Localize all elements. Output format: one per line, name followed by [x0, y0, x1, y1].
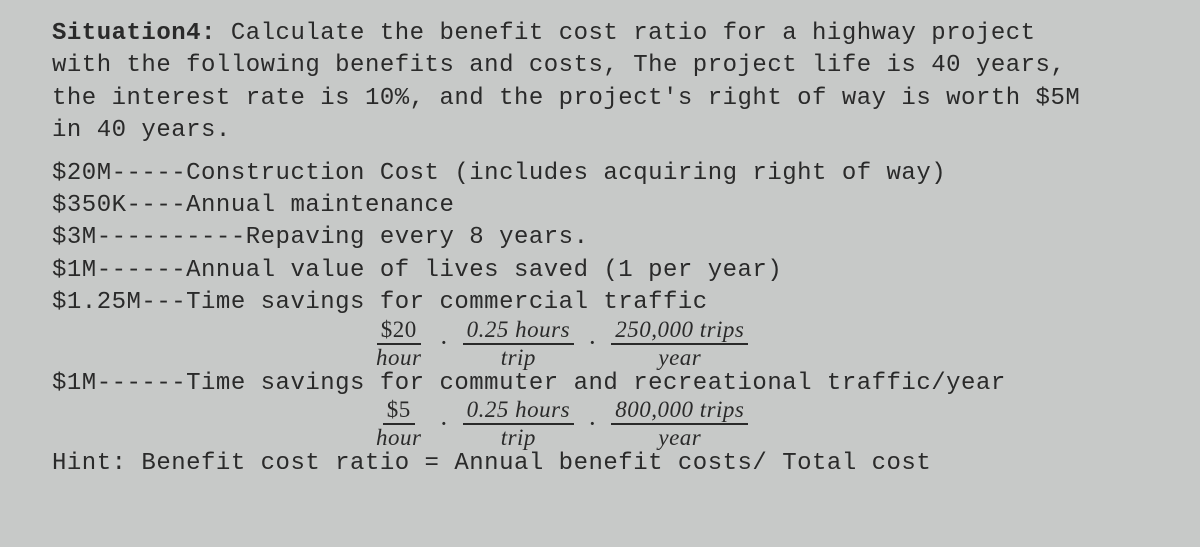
situation-label: Situation4: — [52, 20, 216, 47]
frac-hours-1: 0.25 hours trip — [463, 318, 574, 370]
cost-maintenance: $350K----Annual maintenance — [52, 190, 1160, 222]
frac-den: trip — [497, 425, 540, 450]
title-line-3: the interest rate is 10%, and the projec… — [52, 85, 1080, 112]
frac-hours-2: 0.25 hours trip — [463, 398, 574, 450]
formula-commuter: $5 hour · 0.25 hours trip · 800,000 trip… — [372, 398, 1160, 450]
frac-num: 0.25 hours — [463, 398, 574, 425]
frac-den: hour — [372, 425, 425, 450]
cost-repaving: $3M----------Repaving every 8 years. — [52, 222, 1160, 254]
cost-lives-saved: $1M------Annual value of lives saved (1 … — [52, 255, 1160, 287]
frac-trips-1: 250,000 trips year — [611, 318, 748, 370]
title-line-2: with the following benefits and costs, T… — [52, 52, 1065, 79]
frac-num: $20 — [377, 318, 421, 345]
formula-commercial: $20 hour · 0.25 hours trip · 250,000 tri… — [372, 318, 1160, 370]
frac-den: year — [654, 345, 705, 370]
title-line-1: Calculate the benefit cost ratio for a h… — [216, 20, 1036, 47]
frac-rate-1: $20 hour — [372, 318, 425, 370]
title-line-4: in 40 years. — [52, 117, 231, 144]
frac-den: trip — [497, 345, 540, 370]
frac-rate-2: $5 hour — [372, 398, 425, 450]
frac-den: hour — [372, 345, 425, 370]
problem-statement: Situation4: Calculate the benefit cost r… — [52, 18, 1160, 148]
cost-list: $20M-----Construction Cost (includes acq… — [52, 158, 1160, 481]
frac-num: 800,000 trips — [611, 398, 748, 425]
frac-den: year — [654, 425, 705, 450]
frac-trips-2: 800,000 trips year — [611, 398, 748, 450]
cost-construction: $20M-----Construction Cost (includes acq… — [52, 158, 1160, 190]
multiply-dot: · — [439, 325, 448, 362]
cost-commuter-time: $1M------Time savings for commuter and r… — [52, 368, 1160, 400]
multiply-dot: · — [588, 406, 597, 443]
document-page: Situation4: Calculate the benefit cost r… — [0, 0, 1200, 481]
cost-commercial-time: $1.25M---Time savings for commercial tra… — [52, 287, 1160, 319]
multiply-dot: · — [439, 406, 448, 443]
frac-num: 250,000 trips — [611, 318, 748, 345]
multiply-dot: · — [588, 325, 597, 362]
frac-num: 0.25 hours — [463, 318, 574, 345]
frac-num: $5 — [383, 398, 415, 425]
hint-line: Hint: Benefit cost ratio = Annual benefi… — [52, 448, 1160, 480]
